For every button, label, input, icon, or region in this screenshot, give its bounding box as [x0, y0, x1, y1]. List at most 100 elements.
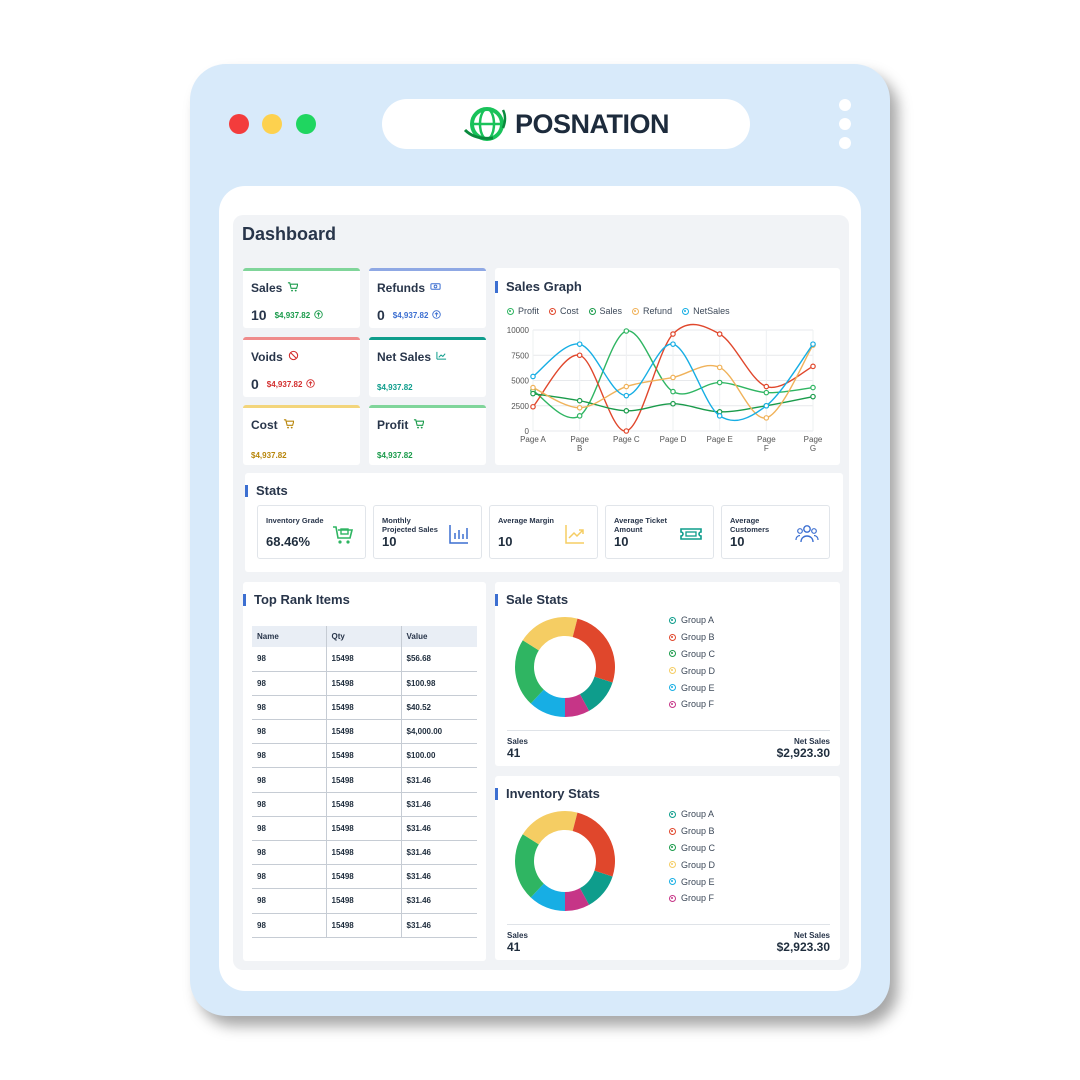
- slice-group-e[interactable]: [522, 617, 578, 651]
- legend-item-group-d[interactable]: Group D: [669, 856, 715, 873]
- data-point[interactable]: [670, 400, 676, 407]
- table-row[interactable]: 98 15498 $40.52: [252, 695, 477, 721]
- data-point[interactable]: [576, 352, 583, 359]
- stat-value: 10: [382, 534, 397, 549]
- metric-count: 10: [251, 307, 267, 323]
- data-point[interactable]: [576, 341, 583, 347]
- legend-item-group-f[interactable]: Group F: [669, 696, 715, 713]
- metric-card-refunds[interactable]: Refunds 0 $4,937.82: [369, 268, 486, 328]
- slice-group-b[interactable]: [565, 694, 590, 717]
- menu-dot-icon[interactable]: [839, 118, 851, 130]
- data-point[interactable]: [763, 402, 770, 409]
- menu-dot-icon[interactable]: [839, 99, 851, 111]
- address-bar[interactable]: POSNATION: [382, 99, 750, 149]
- slice-group-d[interactable]: [515, 834, 544, 898]
- column-header-name[interactable]: Name: [252, 626, 326, 647]
- table-row[interactable]: 98 15498 $31.46: [252, 840, 477, 866]
- legend-item-group-c[interactable]: Group C: [669, 646, 715, 663]
- close-window-dot[interactable]: [229, 114, 249, 134]
- table-row[interactable]: 98 15498 $31.46: [252, 792, 477, 817]
- menu-dot-icon[interactable]: [839, 137, 851, 149]
- data-point[interactable]: [623, 328, 630, 334]
- data-point[interactable]: [810, 341, 816, 347]
- slice-group-c[interactable]: [530, 883, 565, 911]
- table-cell: 98: [252, 888, 326, 914]
- data-point[interactable]: [716, 331, 723, 337]
- data-point[interactable]: [716, 413, 723, 419]
- metric-card-voids[interactable]: Voids 0 $4,937.82: [243, 337, 360, 397]
- data-point[interactable]: [810, 393, 816, 400]
- legend-item-group-a[interactable]: Group A: [669, 612, 715, 629]
- data-point[interactable]: [716, 364, 723, 371]
- minimize-window-dot[interactable]: [262, 114, 282, 134]
- data-point[interactable]: [623, 408, 630, 414]
- trend-up-icon: [565, 525, 584, 544]
- legend-item-group-e[interactable]: Group E: [669, 873, 715, 890]
- table-cell: $100.00: [400, 743, 477, 769]
- table-row[interactable]: 98 15498 $31.46: [252, 767, 477, 793]
- data-point[interactable]: [670, 331, 676, 337]
- column-header-value[interactable]: Value: [400, 626, 477, 647]
- data-point[interactable]: [810, 363, 816, 370]
- data-point[interactable]: [763, 389, 770, 396]
- data-point[interactable]: [763, 415, 770, 421]
- table-row[interactable]: 98 15498 $31.46: [252, 816, 477, 842]
- legend-item-netsales[interactable]: NetSales: [682, 306, 730, 316]
- table-row[interactable]: 98 15498 $31.46: [252, 864, 477, 890]
- data-point[interactable]: [670, 341, 676, 347]
- legend-item-profit[interactable]: Profit: [507, 306, 539, 316]
- table-row[interactable]: 98 15498 $31.46: [252, 888, 477, 914]
- table-cell: $40.52: [400, 695, 477, 721]
- legend-item-group-e[interactable]: Group E: [669, 679, 715, 696]
- data-point[interactable]: [670, 374, 676, 381]
- stat-card-average-ticket-amount[interactable]: Average Ticket Amount 10: [605, 505, 714, 559]
- legend-item-cost[interactable]: Cost: [549, 306, 579, 316]
- data-point[interactable]: [810, 384, 816, 391]
- data-point[interactable]: [576, 413, 583, 419]
- slice-group-c[interactable]: [530, 689, 565, 717]
- slice-group-f[interactable]: [572, 618, 615, 683]
- table-row[interactable]: 98 15498 $31.46: [252, 913, 477, 938]
- data-point[interactable]: [530, 373, 536, 380]
- legend-item-group-a[interactable]: Group A: [669, 806, 715, 823]
- slice-group-b[interactable]: [565, 888, 590, 911]
- metric-card-sales[interactable]: Sales 10 $4,937.82: [243, 268, 360, 328]
- table-row[interactable]: 98 15498 $4,000.00: [252, 719, 477, 745]
- data-point[interactable]: [716, 379, 723, 386]
- data-point[interactable]: [623, 383, 630, 390]
- data-point[interactable]: [763, 383, 770, 390]
- data-point[interactable]: [530, 403, 536, 410]
- metric-card-net-sales[interactable]: Net Sales $4,937.82: [369, 337, 486, 397]
- stat-card-monthly-projected-sales[interactable]: Monthly Projected Sales 10: [373, 505, 482, 559]
- legend-item-group-f[interactable]: Group F: [669, 890, 715, 907]
- stat-card-average-customers[interactable]: Average Customers 10: [721, 505, 830, 559]
- data-point[interactable]: [530, 390, 536, 397]
- column-header-qty[interactable]: Qty: [325, 626, 401, 647]
- arrow-up-icon: [314, 309, 323, 321]
- data-point[interactable]: [576, 397, 583, 404]
- maximize-window-dot[interactable]: [296, 114, 316, 134]
- slice-group-d[interactable]: [515, 640, 544, 704]
- metric-card-profit[interactable]: Profit $4,937.82: [369, 405, 486, 465]
- data-point[interactable]: [670, 388, 676, 395]
- legend-item-group-b[interactable]: Group B: [669, 823, 715, 840]
- slice-group-f[interactable]: [572, 812, 615, 877]
- metric-card-cost[interactable]: Cost $4,937.82: [243, 405, 360, 465]
- data-point[interactable]: [530, 384, 536, 391]
- legend-item-refund[interactable]: Refund: [632, 306, 672, 316]
- legend-item-group-c[interactable]: Group C: [669, 840, 715, 857]
- stat-card-average-margin[interactable]: Average Margin 10: [489, 505, 598, 559]
- stat-card-inventory-grade[interactable]: Inventory Grade 68.46%: [257, 505, 366, 559]
- legend-item-group-d[interactable]: Group D: [669, 662, 715, 679]
- table-row[interactable]: 98 15498 $56.68: [252, 647, 477, 672]
- data-point[interactable]: [623, 392, 630, 399]
- table-row[interactable]: 98 15498 $100.00: [252, 743, 477, 769]
- data-point[interactable]: [623, 428, 630, 434]
- table-row[interactable]: 98 15498 $100.98: [252, 671, 477, 696]
- legend-item-group-b[interactable]: Group B: [669, 629, 715, 646]
- slice-group-a[interactable]: [579, 676, 613, 711]
- legend-item-sales[interactable]: Sales: [588, 306, 622, 316]
- slice-group-e[interactable]: [522, 811, 578, 845]
- slice-group-a[interactable]: [579, 870, 613, 905]
- data-point[interactable]: [576, 404, 583, 411]
